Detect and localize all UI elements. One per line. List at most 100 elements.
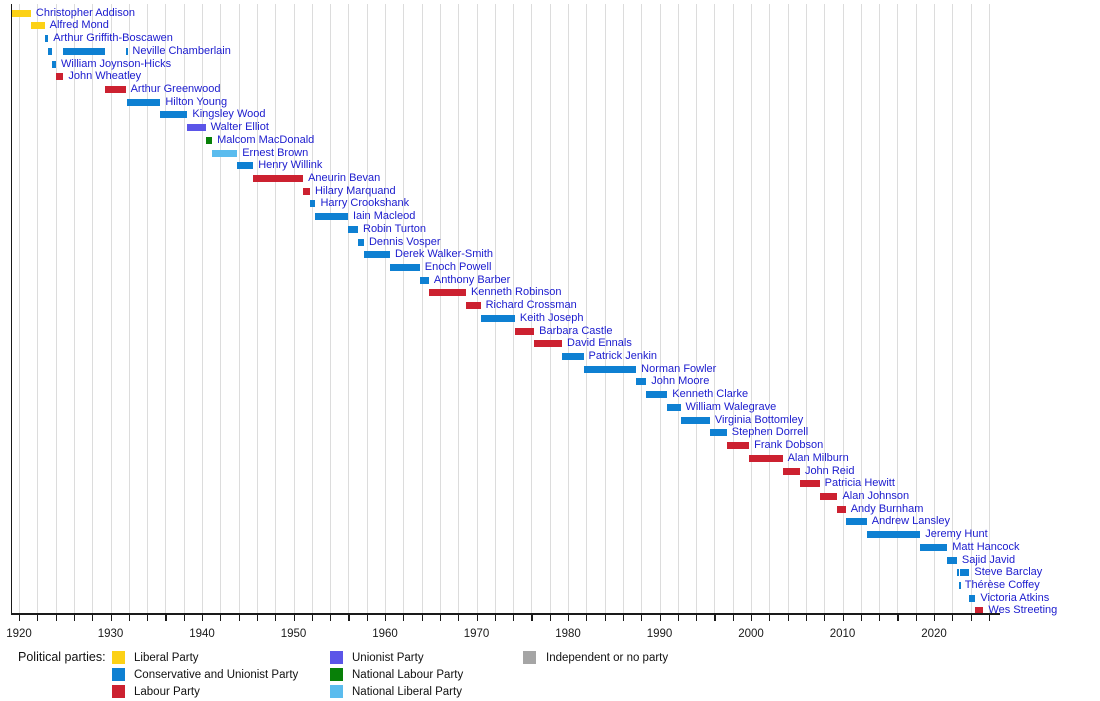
- term-bar: [428, 289, 466, 297]
- axis-tick: [842, 614, 844, 621]
- term-bar: [253, 175, 304, 183]
- term-bar: [44, 35, 49, 43]
- axis-tick: [110, 614, 112, 621]
- person-label: Harry Crookshank: [320, 197, 410, 210]
- gridline: [751, 4, 752, 613]
- person-label: Henry Willink: [258, 159, 323, 172]
- term-bar: [237, 162, 254, 170]
- axis-tick: [494, 614, 496, 621]
- term-bar: [956, 569, 959, 577]
- term-bar: [726, 442, 750, 450]
- person-label: Norman Fowler: [641, 362, 717, 375]
- gridline: [641, 4, 643, 613]
- axis-tick-label: 1950: [280, 628, 307, 640]
- axis-tick: [183, 614, 185, 621]
- term-bar: [667, 403, 681, 411]
- axis-tick: [988, 614, 991, 621]
- gridline: [842, 4, 844, 613]
- legend-label-independent: Independent or no party: [546, 651, 669, 664]
- person-label: Kingsley Wood: [192, 108, 266, 121]
- axis-tick: [604, 614, 606, 621]
- person-label: Frank Dobson: [754, 439, 824, 452]
- axis-tick-label: 1940: [189, 628, 215, 640]
- person-label: Steve Barclay: [974, 566, 1043, 579]
- axis-tick: [220, 614, 222, 621]
- axis-tick: [458, 614, 460, 621]
- axis-tick: [641, 614, 643, 621]
- gridline: [165, 4, 167, 613]
- person-label: Anthony Barber: [433, 273, 511, 286]
- axis-tick: [92, 614, 94, 621]
- person-label: Kenneth Clarke: [672, 388, 749, 401]
- person-label: Andrew Lansley: [871, 515, 951, 528]
- term-bar: [562, 353, 584, 361]
- legend-swatch-conservative: [112, 668, 125, 681]
- axis-tick: [787, 614, 789, 621]
- axis-tick: [622, 614, 625, 621]
- person-label: Neville Chamberlain: [132, 44, 231, 57]
- person-label: Enoch Powell: [424, 261, 492, 274]
- gridline: [659, 4, 661, 613]
- legend-swatch-unionist: [330, 651, 343, 664]
- axis-tick-label: 2010: [829, 628, 856, 640]
- person-label: Richard Crossman: [485, 299, 577, 312]
- term-bar: [212, 149, 238, 157]
- axis-tick: [915, 614, 917, 621]
- term-bar: [583, 365, 637, 373]
- axis-tick: [897, 614, 899, 621]
- term-bar: [205, 136, 213, 144]
- person-label: Malcom MacDonald: [217, 133, 315, 146]
- person-label: Iain Macleod: [352, 210, 416, 223]
- person-label: Alfred Mond: [49, 19, 109, 32]
- gridline: [934, 4, 935, 613]
- gridline: [568, 4, 569, 613]
- term-bar: [819, 492, 838, 500]
- gridline: [604, 4, 606, 613]
- gridline: [348, 4, 350, 613]
- gridline: [805, 4, 807, 613]
- gridline: [494, 4, 496, 613]
- gridline: [183, 4, 185, 613]
- person-label: Andy Burnham: [850, 502, 924, 515]
- legend-label-unionist: Unionist Party: [352, 651, 424, 664]
- axis-tick: [311, 614, 313, 621]
- person-label: Victoria Atkins: [980, 591, 1050, 604]
- gridline: [915, 4, 917, 613]
- term-bar: [920, 543, 948, 551]
- gridline: [439, 4, 441, 613]
- term-bar: [309, 200, 316, 208]
- gridline: [92, 4, 94, 613]
- axis-tick: [37, 614, 39, 621]
- axis-tick: [549, 614, 551, 621]
- person-label: Robin Turton: [363, 222, 426, 235]
- legend-swatch-labour: [112, 685, 125, 698]
- axis-tick: [238, 614, 240, 621]
- term-bar: [347, 225, 358, 233]
- term-bar: [187, 124, 206, 132]
- legend-swatch-independent: [523, 651, 536, 664]
- term-bar: [125, 47, 128, 55]
- term-bar: [958, 581, 961, 589]
- gridline: [55, 4, 57, 613]
- gridline: [421, 4, 423, 613]
- gridline: [586, 4, 588, 613]
- y-axis-line: [10, 4, 12, 615]
- axis-tick: [531, 614, 533, 621]
- legend-swatch-national_liberal: [330, 685, 343, 698]
- axis-tick: [202, 614, 204, 621]
- axis-tick: [275, 614, 277, 621]
- term-bar: [160, 111, 188, 119]
- axis-tick: [970, 614, 972, 621]
- term-bar: [514, 327, 535, 335]
- term-bar: [837, 505, 846, 513]
- term-bar: [465, 302, 481, 310]
- term-bar: [52, 60, 57, 68]
- axis-tick: [165, 614, 167, 621]
- person-label: Derek Walker-Smith: [395, 248, 494, 261]
- legend-swatch-national_labour: [330, 668, 343, 681]
- axis-tick-label: 2020: [921, 628, 947, 640]
- gridline: [531, 4, 533, 613]
- legend-label-liberal: Liberal Party: [134, 651, 199, 664]
- axis-tick-label: 1930: [97, 628, 124, 640]
